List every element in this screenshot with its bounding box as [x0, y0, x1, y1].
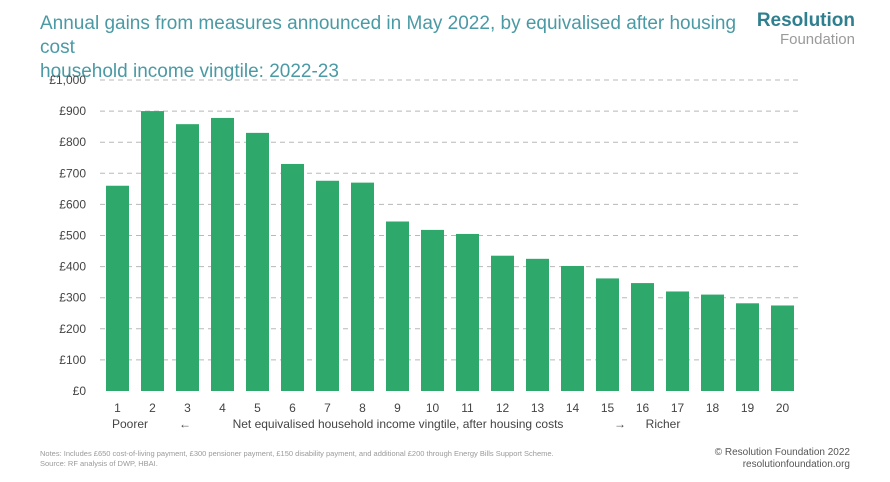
- bar-12: [491, 255, 514, 391]
- bar-2: [141, 111, 164, 391]
- bar-16: [631, 283, 654, 391]
- bar-20: [771, 305, 794, 391]
- x-tick-label: 19: [741, 401, 755, 415]
- bar-7: [316, 180, 339, 391]
- chart-title-line1: Annual gains from measures announced in …: [40, 13, 737, 58]
- bar-3: [176, 124, 199, 392]
- bar-15: [596, 278, 619, 391]
- website-text: resolutionfoundation.org: [742, 459, 850, 470]
- y-tick-label: £200: [59, 322, 86, 336]
- x-label-richer: Richer: [646, 417, 681, 431]
- bar-8: [351, 182, 374, 391]
- x-tick-label: 6: [289, 401, 296, 415]
- bar-4: [211, 117, 234, 391]
- x-tick-label: 14: [566, 401, 580, 415]
- x-tick-label: 12: [496, 401, 510, 415]
- y-tick-label: £900: [59, 104, 86, 118]
- y-tick-label: £0: [73, 384, 87, 398]
- bar-9: [386, 221, 409, 391]
- bar-chart: £0 £100 £200 £300 £400 £500 £600 £700 £800 £900 £1…: [49, 73, 800, 431]
- brand-name: Resolution: [756, 10, 855, 31]
- bar-19: [736, 303, 759, 391]
- x-tick-label: 7: [324, 401, 331, 415]
- x-tick-label: 2: [149, 401, 156, 415]
- right-arrow-icon: →: [614, 417, 626, 431]
- bar-14: [561, 265, 584, 391]
- bar-10: [421, 229, 444, 391]
- x-tick-label: 15: [601, 401, 615, 415]
- y-tick-label: £600: [59, 197, 86, 211]
- notes-text: Notes: Includes £650 cost-of-living paym…: [40, 449, 554, 458]
- y-tick-label: £1,000: [49, 73, 86, 87]
- y-tick-label: £500: [59, 229, 86, 243]
- copyright-text: © Resolution Foundation 2022: [714, 447, 850, 458]
- chart-title: Annual gains from measures announced in …: [40, 12, 740, 84]
- bar-11: [456, 233, 479, 391]
- x-tick-label: 1: [114, 401, 121, 415]
- source-text: Source: RF analysis of DWP, HBAI.: [40, 459, 158, 468]
- x-tick-label: 3: [184, 401, 191, 415]
- x-tick-label: 9: [394, 401, 401, 415]
- bar-18: [701, 294, 724, 391]
- y-tick-label: £700: [59, 166, 86, 180]
- brand-sub: Foundation: [779, 31, 855, 48]
- chart-notes: Notes: Includes £650 cost-of-living paym…: [40, 449, 680, 469]
- x-tick-label: 13: [531, 401, 545, 415]
- x-tick-label: 20: [776, 401, 790, 415]
- bar-13: [526, 258, 549, 391]
- x-tick-label: 16: [636, 401, 650, 415]
- copyright-block: © Resolution Foundation 2022 resolutionf…: [715, 447, 850, 471]
- y-tick-label: £800: [59, 135, 86, 149]
- bar-17: [666, 291, 689, 391]
- left-arrow-icon: ←: [179, 417, 191, 431]
- y-tick-label: £400: [59, 260, 86, 274]
- brand-logo: Resolution Foundation: [757, 10, 855, 47]
- bar-6: [281, 163, 304, 391]
- x-label-poorer: Poorer: [112, 417, 148, 431]
- x-tick-label: 17: [671, 401, 685, 415]
- x-tick-label: 10: [426, 401, 440, 415]
- x-tick-label: 5: [254, 401, 261, 415]
- x-tick-label: 4: [219, 401, 226, 415]
- x-tick-label: 18: [706, 401, 720, 415]
- bar-1: [106, 185, 129, 391]
- chart-title-line2: household income vingtile: 2022-23: [40, 61, 339, 82]
- x-tick-label: 8: [359, 401, 366, 415]
- bar-5: [246, 132, 269, 391]
- x-tick-label: 11: [461, 401, 474, 415]
- x-axis-label: Net equivalised household income vingtil…: [233, 417, 564, 431]
- y-tick-label: £100: [59, 353, 86, 367]
- y-tick-label: £300: [59, 291, 86, 305]
